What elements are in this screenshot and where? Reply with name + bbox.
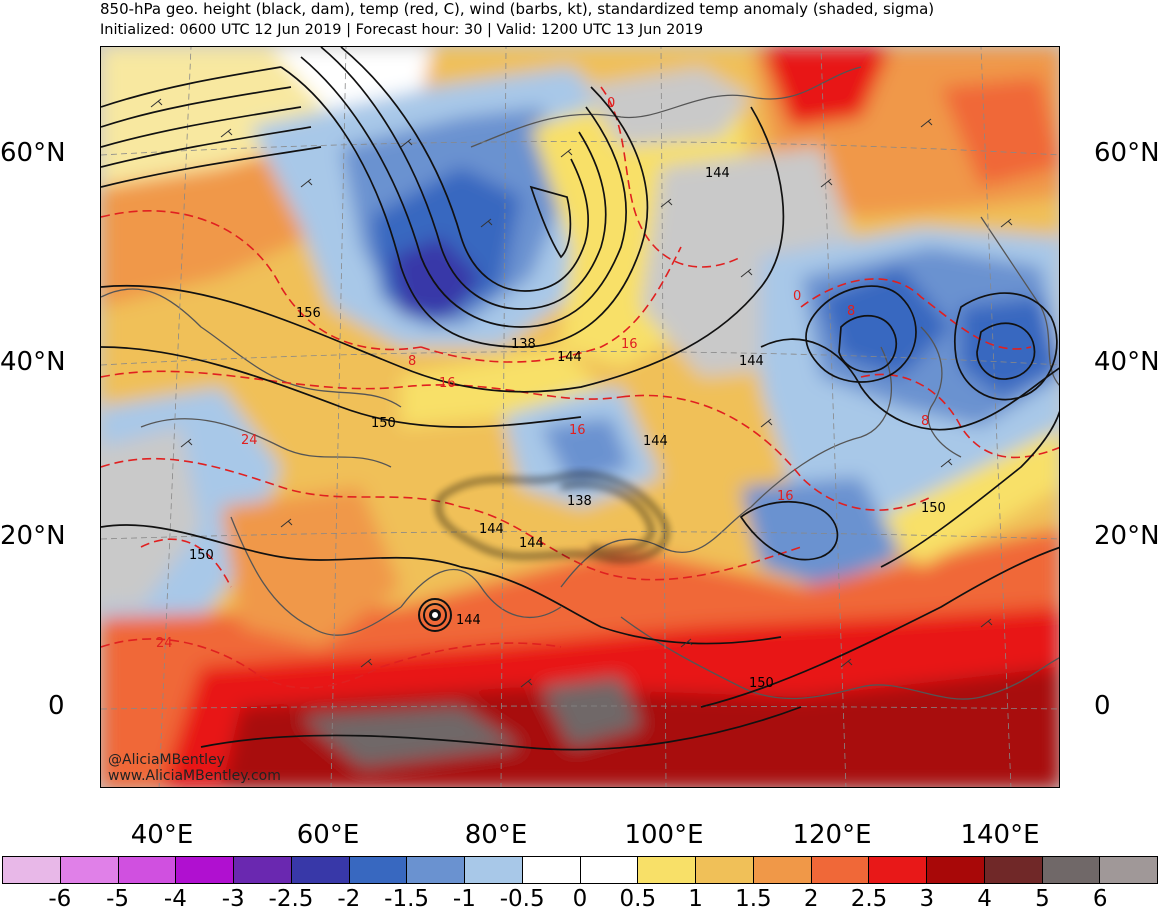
colorbar-swatch [811,857,870,883]
height-label: 144 [456,613,481,628]
map-canvas: 156 138 144 144 144 150 144 138 144 144 … [101,47,1059,787]
colorbar [2,856,1158,884]
height-label: 138 [511,337,536,352]
colorbar-swatch [927,857,985,883]
colorbar-swatch [1100,857,1157,883]
colorbar-tick-label: -1 [452,886,476,912]
colorbar-swatch [234,857,292,883]
colorbar-tick-label: -1.5 [384,886,430,912]
height-contours [101,47,1059,751]
colorbar-tick-label: 2 [803,886,819,912]
temperature-labels: 0 0 8 16 16 24 8 16 16 24 8 [156,96,929,651]
credit-website[interactable]: www.AliciaMBentley.com [108,768,281,784]
map-title: 850-hPa geo. height (black, dam), temp (… [100,0,935,18]
colorbar-tick-label: 3 [919,886,935,912]
height-label: 144 [479,522,504,537]
colorbar-tick-label: 1 [688,886,703,912]
height-label: 144 [705,166,730,181]
colorbar-tick-label: -5 [106,886,130,912]
height-label: 138 [567,494,592,509]
colorbar-tick-label: -4 [163,886,187,912]
lat-label-right: 60°N [1094,138,1160,168]
colorbar-swatch [407,857,465,883]
cyclone-marker [418,598,452,632]
temp-label: 16 [777,489,794,504]
graticule [101,47,1059,787]
temp-label: 0 [793,289,801,304]
colorbar-tick-label: 4 [977,886,992,912]
colorbar-swatch [869,857,927,883]
colorbar-tick-label: 0 [572,886,588,912]
colorbar-swatch [465,857,523,883]
lat-label-right: 0 [1094,691,1111,721]
height-label: 150 [371,416,396,431]
colorbar-tick-label: -6 [48,886,72,912]
height-labels: 156 138 144 144 144 150 144 138 144 144 … [189,166,946,691]
colorbar-swatch [3,857,61,883]
temp-label: 8 [408,354,416,369]
plateau-contours [437,472,668,562]
colorbar-tick-label: 0.5 [619,886,657,912]
colorbar-swatch [60,857,119,883]
height-label: 150 [749,676,774,691]
lon-label: 60°E [296,820,360,850]
height-label: 150 [189,548,214,563]
temp-label: 24 [156,636,173,651]
colorbar-swatch [118,857,177,883]
temp-label: 0 [607,96,615,111]
lat-label-left: 20°N [0,521,66,551]
credit-twitter: @AliciaMBentley [108,752,225,768]
height-label: 156 [296,306,321,321]
lat-label-left: 60°N [0,138,66,168]
colorbar-swatch [984,857,1043,883]
colorbar-swatch [176,857,234,883]
height-label: 150 [921,501,946,516]
colorbar-tick-label: -3 [221,886,245,912]
colorbar-swatch [522,857,581,883]
weather-map[interactable]: 156 138 144 144 144 150 144 138 144 144 … [100,46,1060,788]
lon-label: 40°E [130,820,194,850]
temp-label: 16 [569,423,586,438]
temp-label: 24 [241,433,258,448]
lon-label: 120°E [792,820,872,850]
temp-label: 16 [621,337,638,352]
colorbar-swatch [349,857,408,883]
height-label: 144 [557,350,582,365]
height-label: 144 [739,354,764,369]
lon-label: 140°E [960,820,1040,850]
colorbar-tick-label: -0.5 [499,886,545,912]
colorbar-swatch [580,857,639,883]
lon-label: 100°E [624,820,704,850]
height-label: 144 [643,434,668,449]
lat-label-left: 0 [48,691,65,721]
coastlines [101,66,1059,700]
lon-label: 80°E [464,820,528,850]
colorbar-tick-label: 5 [1035,886,1050,912]
colorbar-tick-label: 1.5 [735,886,772,912]
colorbar-tick-label: -2 [337,886,361,912]
colorbar-swatch [753,857,812,883]
colorbar-swatch [638,857,696,883]
colorbar-tick-label: 2.5 [850,886,888,912]
colorbar-swatch [1042,857,1101,883]
colorbar-swatch [696,857,754,883]
lat-label-right: 40°N [1094,347,1160,377]
temp-label: 8 [847,304,855,319]
temp-label: 8 [921,414,929,429]
colorbar-tick-label: -2.5 [268,886,314,912]
lat-label-right: 20°N [1094,521,1160,551]
colorbar-swatch [291,857,350,883]
colorbar-tick-label: 6 [1092,886,1108,912]
temperature-contours [101,86,1059,689]
wind-barbs [150,98,1013,688]
map-subtitle: Initialized: 0600 UTC 12 Jun 2019 | Fore… [100,22,704,38]
height-label: 144 [519,536,544,551]
temp-label: 16 [439,376,456,391]
lat-label-left: 40°N [0,347,66,377]
